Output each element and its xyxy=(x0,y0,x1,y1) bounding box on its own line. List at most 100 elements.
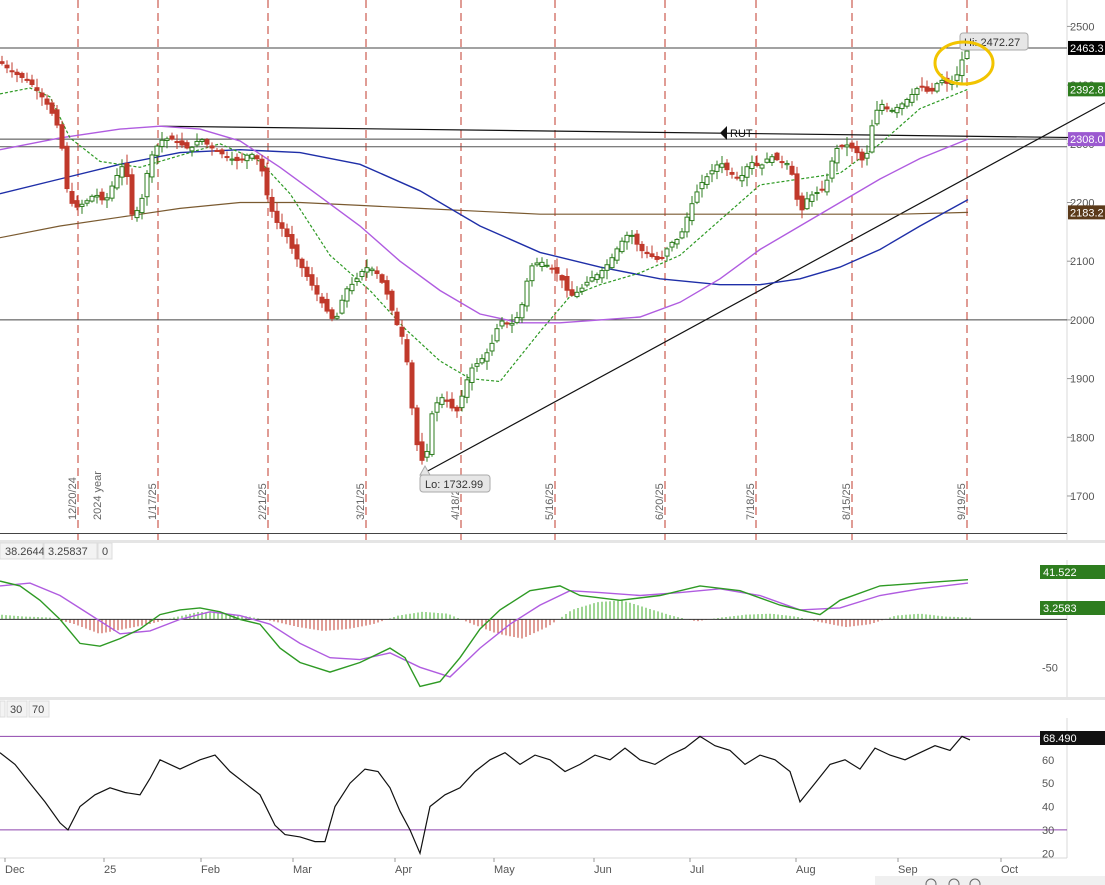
candle-body xyxy=(0,61,5,64)
candle-body xyxy=(689,203,695,222)
candle-body xyxy=(504,322,510,325)
candle-body xyxy=(69,191,75,204)
candle-body xyxy=(344,288,350,302)
trend-lines xyxy=(159,102,1105,474)
candle-body xyxy=(629,234,635,237)
settings-icon[interactable] xyxy=(948,878,960,885)
candle-body xyxy=(154,145,160,156)
candle-body xyxy=(269,196,275,212)
price-tag-label: 2392.8 xyxy=(1070,84,1104,96)
candle-body xyxy=(579,287,585,292)
x-month-label: Oct xyxy=(1001,864,1018,876)
macd-panel: 38.2644 3.25837 0 -50 41.522 3.2583 xyxy=(0,542,1105,697)
candle-body xyxy=(484,352,490,362)
candle-body xyxy=(349,283,355,292)
candle-body xyxy=(914,88,920,95)
price-tick-label: 2000 xyxy=(1070,315,1094,327)
sma-fast-line xyxy=(0,87,969,383)
candle-body xyxy=(499,320,505,327)
candle-body xyxy=(424,451,430,458)
candle-body xyxy=(264,167,270,196)
x-month-label: Dec xyxy=(5,864,25,876)
candle-body xyxy=(394,311,400,326)
rsi-param-2: 70 xyxy=(32,704,44,716)
candle-body xyxy=(694,191,700,203)
sma-slow-line xyxy=(0,148,969,286)
candle-body xyxy=(784,162,790,166)
expiry-lines xyxy=(77,0,968,540)
x-month-label: Jun xyxy=(594,864,612,876)
candle-body xyxy=(584,281,590,286)
rsi-tag: 68.490 xyxy=(1040,731,1105,745)
x-month-label: May xyxy=(494,864,515,876)
candle-body xyxy=(659,256,665,259)
candle-body xyxy=(679,231,685,239)
candle-body xyxy=(119,166,125,178)
rsi-tick-label: 40 xyxy=(1042,802,1054,814)
expiry-date-label: 6/20/25 xyxy=(654,483,666,520)
candle-body xyxy=(64,145,70,190)
candle-body xyxy=(134,210,140,219)
candle-body xyxy=(399,326,405,337)
rut-label: RUT xyxy=(730,128,753,140)
rsi-tag-label: 68.490 xyxy=(1043,733,1077,745)
candle-body xyxy=(719,163,725,168)
candle-body xyxy=(559,275,565,281)
candle-body xyxy=(749,162,755,170)
candle-body xyxy=(204,139,210,145)
toolbar-bg xyxy=(875,876,1105,885)
candle-body xyxy=(764,158,770,163)
candle-body xyxy=(614,248,620,261)
candle-body xyxy=(169,135,175,140)
tool-icon[interactable] xyxy=(969,878,981,885)
candle-body xyxy=(364,267,370,273)
price-tick-label: 1700 xyxy=(1070,491,1094,503)
candle-body xyxy=(144,172,150,198)
candle-body xyxy=(464,379,470,398)
price-tag xyxy=(1068,132,1105,147)
candle-body xyxy=(819,188,825,191)
candle-body xyxy=(479,358,485,364)
x-month-label: Sep xyxy=(898,864,918,876)
candle-body xyxy=(29,79,35,86)
candle-body xyxy=(789,165,795,175)
zoom-in-icon[interactable] xyxy=(925,878,937,885)
rsi-panel: 30 70 20 30 40 50 60 68.490 xyxy=(0,700,1105,860)
candle-body xyxy=(794,173,800,200)
candle-body xyxy=(604,264,610,271)
macd-line xyxy=(0,579,969,688)
candle-body xyxy=(149,154,155,178)
candle-body xyxy=(194,140,200,146)
candle-body xyxy=(244,154,250,162)
price-tag xyxy=(1068,205,1105,220)
macd-lines xyxy=(0,579,1067,688)
candle-body xyxy=(704,176,710,185)
candle-body xyxy=(539,261,545,267)
rsi-params: 30 70 xyxy=(0,700,50,718)
candle-body xyxy=(129,174,135,215)
candle-body xyxy=(954,74,960,81)
candle-body xyxy=(889,109,895,112)
candle-body xyxy=(599,270,605,279)
macd-param-2: 3.25837 xyxy=(48,546,88,558)
rsi-tick-label: 60 xyxy=(1042,755,1054,767)
low-label-box xyxy=(419,474,491,493)
candle-body xyxy=(799,195,805,211)
candle-body xyxy=(684,216,690,233)
price-tick-label: 1800 xyxy=(1070,432,1094,444)
x-month-label: Feb xyxy=(201,864,220,876)
price-tick-label: 2500 xyxy=(1070,21,1094,33)
candle-body xyxy=(804,198,810,210)
expiry-labels: 12/20/24 1/17/25 2/21/25 3/21/25 4/18/25 5/16… xyxy=(67,477,968,520)
price-tag-label: 2183.2 xyxy=(1070,207,1104,219)
macd-signal-line xyxy=(0,582,969,678)
trend-line xyxy=(424,102,1105,474)
candle-body xyxy=(894,106,900,114)
candle-body xyxy=(829,160,835,179)
candle-body xyxy=(369,268,375,272)
price-tag xyxy=(1068,40,1105,55)
candle-body xyxy=(879,103,885,111)
candle-body xyxy=(909,94,915,103)
candle-body xyxy=(429,413,435,455)
